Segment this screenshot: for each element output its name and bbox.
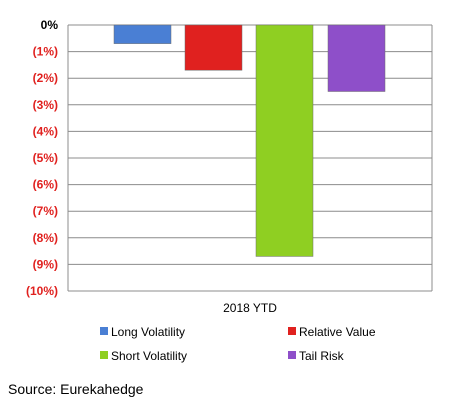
x-axis-category-labels: 2018 YTD <box>223 301 277 315</box>
y-tick-label: (9%) <box>33 257 58 271</box>
bar-tail-risk <box>327 24 386 92</box>
source-note: Source: Eurekahedge <box>8 381 144 397</box>
y-tick-label: (7%) <box>33 204 58 218</box>
y-tick-label: (4%) <box>33 124 58 138</box>
y-tick-label: 0% <box>41 18 59 32</box>
bars <box>113 24 386 257</box>
y-tick-label: (8%) <box>33 231 58 245</box>
y-tick-label: (10%) <box>26 284 58 298</box>
bar-relative-value <box>184 24 243 71</box>
legend-label: Short Volatility <box>111 349 187 363</box>
y-tick-label: (1%) <box>33 45 58 59</box>
bar-long-volatility <box>113 24 172 44</box>
legend-label: Relative Value <box>299 325 376 339</box>
legend: Long Volatility Relative Value Short Volat… <box>100 325 376 363</box>
x-category-label: 2018 YTD <box>223 301 277 315</box>
y-tick-label: (3%) <box>33 98 58 112</box>
legend-label: Long Volatility <box>111 325 185 339</box>
y-axis-tick-labels: 0% (1%) (2%) (3%) (4%) (5%) (6%) (7%) (8%) (9%) (1… <box>26 18 58 298</box>
y-tick-label: (5%) <box>33 151 58 165</box>
y-tick-label: (6%) <box>33 178 58 192</box>
legend-label: Tail Risk <box>299 349 345 363</box>
bar-short-volatility <box>255 24 314 257</box>
legend-swatch <box>100 327 108 335</box>
bar-chart: 0% (1%) (2%) (3%) (4%) (5%) (6%) (7%) (8%) (9%) (1… <box>26 18 433 363</box>
legend-swatch <box>288 327 296 335</box>
y-tick-label: (2%) <box>33 71 58 85</box>
legend-swatch <box>288 351 296 359</box>
legend-swatch <box>100 351 108 359</box>
gridlines <box>67 24 433 292</box>
